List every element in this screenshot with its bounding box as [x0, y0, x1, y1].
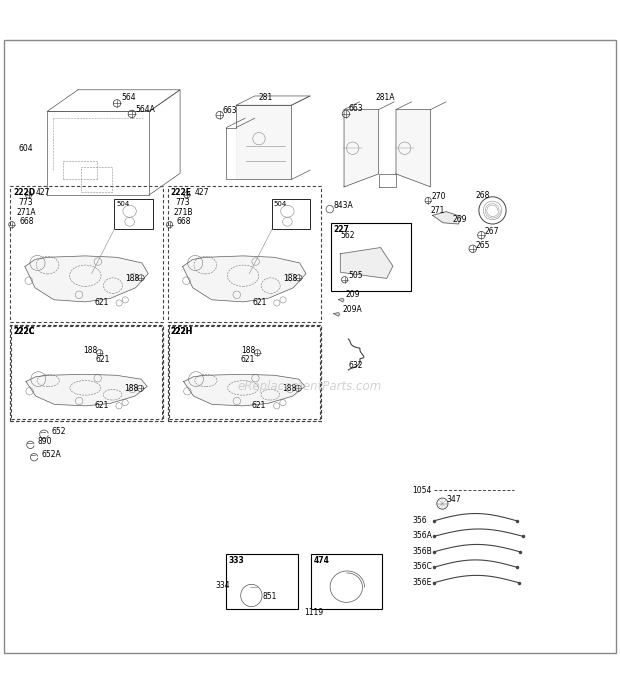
Bar: [10, 186, 164, 322]
Polygon shape: [396, 109, 431, 187]
Polygon shape: [433, 211, 461, 224]
Text: 604: 604: [18, 145, 33, 153]
Polygon shape: [26, 374, 147, 406]
Text: 890: 890: [38, 437, 52, 446]
Text: 843A: 843A: [334, 201, 353, 210]
Polygon shape: [184, 374, 305, 406]
Text: 334: 334: [215, 581, 230, 590]
Text: 188: 188: [283, 274, 297, 283]
Text: 356C: 356C: [413, 562, 433, 571]
Text: 209A: 209A: [342, 305, 362, 314]
Text: 773: 773: [18, 198, 33, 207]
Text: 621: 621: [94, 299, 108, 308]
Text: 281: 281: [258, 93, 272, 102]
Text: 668: 668: [177, 218, 192, 227]
Text: 188: 188: [125, 274, 140, 283]
Text: 356: 356: [413, 516, 427, 525]
Text: 270: 270: [432, 192, 446, 201]
Text: 356A: 356A: [413, 532, 433, 541]
Text: 632: 632: [348, 360, 363, 369]
Bar: [226, 554, 298, 609]
Text: 271A: 271A: [17, 208, 37, 217]
Text: 621: 621: [252, 401, 267, 410]
Text: 773: 773: [175, 198, 190, 207]
Text: 188: 188: [282, 385, 296, 394]
Text: 663: 663: [222, 105, 237, 114]
Text: 652A: 652A: [42, 450, 61, 459]
Text: 209: 209: [346, 290, 360, 299]
Bar: [331, 222, 412, 291]
Text: 222E: 222E: [171, 188, 192, 197]
Text: 1054: 1054: [412, 486, 432, 495]
Text: 621: 621: [252, 299, 267, 308]
Text: 222C: 222C: [13, 327, 35, 336]
Bar: [169, 326, 320, 419]
Bar: [114, 200, 153, 229]
Text: 188: 188: [83, 346, 97, 355]
Text: 505: 505: [348, 272, 363, 281]
Text: 268: 268: [476, 191, 490, 200]
Text: 621: 621: [94, 401, 108, 410]
Bar: [168, 325, 321, 421]
Text: 267: 267: [484, 227, 499, 236]
Text: 227: 227: [334, 225, 350, 234]
Text: 564: 564: [122, 93, 136, 102]
Polygon shape: [344, 109, 379, 187]
Polygon shape: [25, 256, 148, 302]
Polygon shape: [340, 247, 393, 279]
Bar: [311, 554, 383, 609]
Polygon shape: [339, 298, 344, 302]
Polygon shape: [236, 105, 291, 179]
Text: 663: 663: [349, 104, 363, 113]
Text: 668: 668: [19, 218, 33, 227]
Text: 504: 504: [274, 200, 287, 207]
Text: 427: 427: [194, 188, 209, 197]
Text: 188: 188: [125, 385, 139, 394]
Text: 265: 265: [476, 240, 490, 249]
Bar: [10, 325, 164, 421]
Bar: [10, 325, 164, 421]
Text: eReplacementParts.com: eReplacementParts.com: [238, 380, 382, 393]
Bar: [168, 186, 321, 322]
Text: 347: 347: [446, 495, 461, 505]
Text: 333: 333: [229, 556, 245, 565]
Text: 562: 562: [340, 231, 355, 240]
Polygon shape: [183, 256, 306, 302]
Text: 281A: 281A: [376, 93, 395, 102]
Polygon shape: [334, 313, 340, 316]
Text: 222H: 222H: [171, 327, 193, 336]
Text: 427: 427: [36, 188, 50, 197]
Text: 222H: 222H: [171, 327, 193, 336]
Text: 504: 504: [116, 200, 130, 207]
Text: 271: 271: [431, 206, 445, 215]
Text: 188: 188: [241, 346, 255, 355]
Text: 356E: 356E: [413, 578, 432, 587]
Text: 851: 851: [262, 592, 277, 601]
Text: 356B: 356B: [413, 547, 432, 556]
Text: 1119: 1119: [304, 608, 323, 617]
Text: 269: 269: [453, 215, 467, 224]
Text: 621: 621: [95, 355, 110, 364]
Text: 474: 474: [314, 556, 330, 565]
Bar: [11, 326, 162, 419]
Text: 222C: 222C: [13, 327, 35, 336]
Text: 222D: 222D: [13, 188, 35, 197]
Bar: [168, 325, 321, 421]
Text: 621: 621: [241, 355, 255, 364]
Text: 652: 652: [51, 427, 66, 436]
Text: 564A: 564A: [136, 105, 156, 114]
Text: 271B: 271B: [174, 208, 193, 217]
Bar: [272, 200, 311, 229]
